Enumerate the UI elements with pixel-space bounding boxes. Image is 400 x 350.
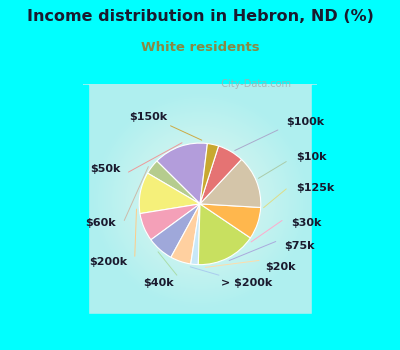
Wedge shape (198, 204, 250, 265)
Wedge shape (200, 204, 261, 238)
Text: White residents: White residents (141, 41, 259, 54)
Wedge shape (171, 204, 200, 264)
Wedge shape (148, 161, 200, 204)
Text: $40k: $40k (144, 278, 174, 288)
Text: $100k: $100k (286, 117, 325, 127)
Wedge shape (200, 146, 242, 204)
Bar (83, 314, 317, 318)
Text: $150k: $150k (129, 112, 167, 122)
Text: $50k: $50k (90, 164, 120, 174)
Text: $200k: $200k (89, 257, 128, 267)
Text: $30k: $30k (291, 218, 322, 228)
Text: Income distribution in Hebron, ND (%): Income distribution in Hebron, ND (%) (26, 9, 374, 24)
Wedge shape (139, 173, 200, 214)
Wedge shape (200, 144, 218, 204)
Text: > $200k: > $200k (221, 278, 272, 288)
Text: $125k: $125k (296, 182, 334, 192)
Text: $60k: $60k (85, 218, 116, 228)
Text: $75k: $75k (284, 241, 315, 251)
Wedge shape (200, 159, 261, 208)
Wedge shape (151, 204, 200, 257)
Bar (83, 85, 88, 318)
Text: $20k: $20k (266, 262, 296, 272)
Wedge shape (191, 204, 200, 265)
Text: City-Data.com: City-Data.com (215, 79, 291, 89)
Text: $10k: $10k (296, 152, 326, 162)
Wedge shape (157, 143, 208, 204)
Wedge shape (140, 204, 200, 240)
Bar (312, 85, 317, 318)
